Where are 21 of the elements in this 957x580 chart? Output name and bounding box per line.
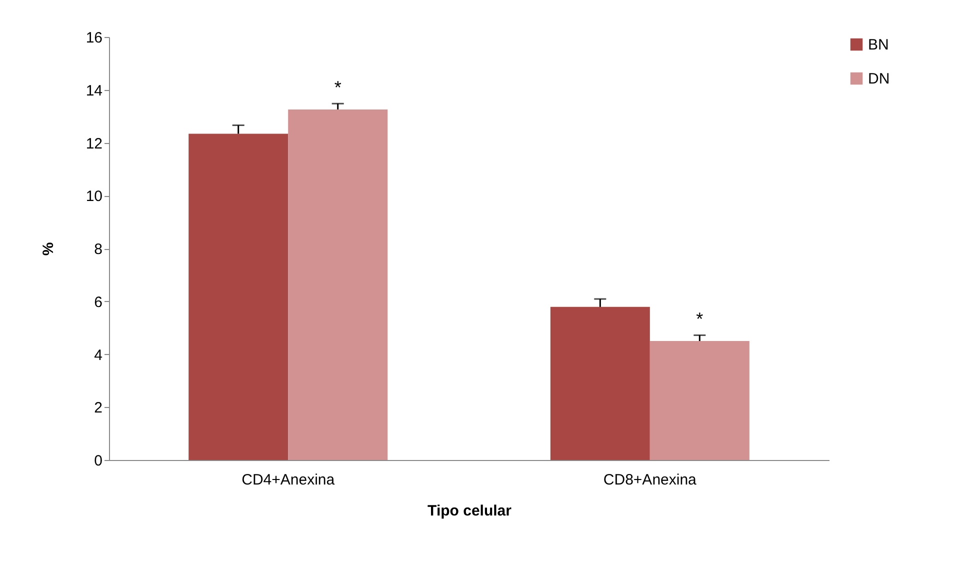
y-tick-label: 8 bbox=[94, 241, 102, 258]
x-tick-label: CD8+Anexina bbox=[603, 472, 698, 488]
y-tick-label: 12 bbox=[86, 135, 102, 152]
x-axis-title: Tipo celular bbox=[428, 502, 512, 520]
legend-label: DN bbox=[868, 70, 890, 88]
y-tick-label: 4 bbox=[94, 346, 102, 364]
legend-label: BN bbox=[868, 36, 889, 54]
y-axis-title: % bbox=[40, 242, 57, 256]
y-tick-label: 6 bbox=[94, 294, 102, 311]
bar bbox=[288, 109, 388, 460]
bar bbox=[650, 341, 750, 460]
y-tick-label: 0 bbox=[94, 452, 102, 470]
annotation: * bbox=[696, 309, 704, 330]
y-tick-label: 2 bbox=[94, 400, 102, 417]
y-tick-label: 16 bbox=[86, 30, 102, 46]
bar bbox=[188, 134, 288, 460]
annotation: * bbox=[334, 77, 342, 98]
y-tick-label: 14 bbox=[86, 82, 102, 100]
y-tick-label: 10 bbox=[86, 188, 102, 206]
x-tick-label: CD4+Anexina bbox=[242, 472, 336, 488]
bar bbox=[550, 306, 650, 460]
